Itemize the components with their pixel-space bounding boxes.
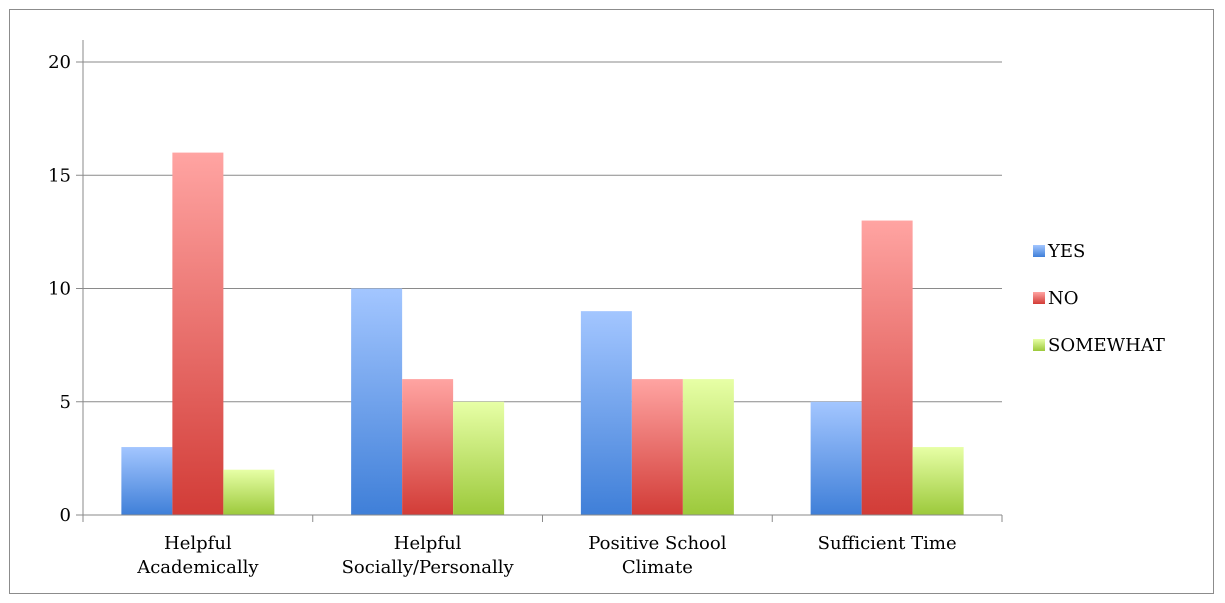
legend-label-somewhat: SOMEWHAT bbox=[1048, 335, 1165, 356]
x-category-label: Helpful Academically bbox=[136, 533, 259, 578]
x-axis-labels: Helpful Academically Helpful Socially/Perso… bbox=[136, 533, 956, 578]
bar-no bbox=[631, 379, 683, 515]
y-tick-label: 5 bbox=[60, 392, 71, 413]
bars bbox=[121, 152, 964, 516]
y-axis-ticks: 0 5 10 15 20 bbox=[48, 52, 71, 526]
bar-no bbox=[861, 220, 913, 516]
axes bbox=[76, 40, 1003, 522]
bar-no bbox=[402, 379, 454, 515]
bar-yes bbox=[810, 401, 862, 515]
bar-no bbox=[172, 152, 224, 515]
bar-somewhat bbox=[223, 469, 275, 515]
y-tick-label: 0 bbox=[60, 505, 71, 526]
bar-yes bbox=[351, 288, 403, 515]
bar-somewhat bbox=[912, 447, 964, 515]
y-tick-label: 15 bbox=[48, 165, 71, 186]
legend-swatch-no bbox=[1033, 292, 1045, 304]
bar-somewhat bbox=[453, 401, 505, 515]
y-tick-label: 10 bbox=[48, 279, 71, 300]
legend-label-yes: YES bbox=[1047, 241, 1085, 262]
bar-somewhat bbox=[682, 379, 734, 515]
x-category-label: Helpful Socially/Personally bbox=[342, 533, 515, 578]
x-category-label: Positive School Climate bbox=[588, 533, 726, 578]
legend-swatch-yes bbox=[1033, 245, 1045, 257]
legend: YES NO SOMEWHAT bbox=[1033, 241, 1165, 356]
legend-swatch-somewhat bbox=[1033, 339, 1045, 351]
legend-label-no: NO bbox=[1048, 288, 1079, 309]
bar-yes bbox=[580, 311, 632, 515]
y-tick-label: 20 bbox=[48, 52, 71, 73]
x-category-label: Sufficient Time bbox=[818, 533, 957, 554]
bar-yes bbox=[121, 447, 173, 515]
